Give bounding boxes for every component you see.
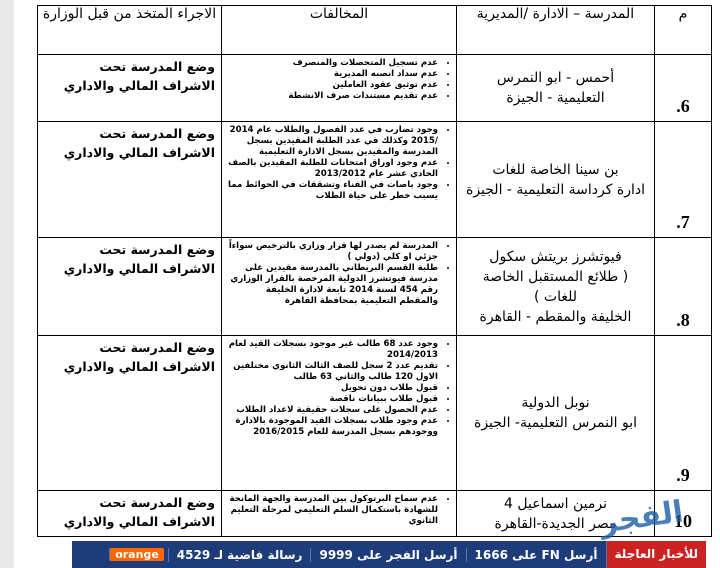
violations-cell: وجود عدد 68 طالب غير موجود بسجلات القيد … [221, 335, 457, 491]
action-cell: وضع المدرسة تحت الاشراف المالي والاداري [37, 54, 222, 122]
table-row: 9. نوبل الدولية ابو النمرس التعليمية- الجي… [37, 335, 712, 491]
violations-table: م المدرسة – الادارة /المديرية المخالفات الا… [37, 5, 712, 537]
ticker-item: أرسل الفجر على 9999 [310, 547, 465, 562]
table-row: 7. بن سينا الخاصة للغات ادارة كرداسة التعل… [37, 121, 712, 238]
school-line: للغات ) [533, 288, 577, 305]
violation: عدم تسجيل المتحصلات والمنصرف [226, 58, 438, 69]
document: م المدرسة – الادارة /المديرية المخالفات الا… [37, 5, 712, 537]
violations-list: المدرسة لم يصدر لها قرار وزاري بالترخيص … [226, 241, 452, 307]
action-cell: وضع المدرسة تحت الاشراف المالي والاداري [37, 237, 222, 336]
school-cell: نوبل الدولية ابو النمرس التعليمية- الجيزة [456, 335, 655, 491]
header-cell: م [654, 5, 712, 55]
violation: عدم سداد انصبه المديرية [226, 69, 438, 80]
violation: طلبة القسم البريطاني بالمدرسة مقيدين على… [226, 263, 438, 307]
violation: قبول طلاب دون تحويل [226, 383, 438, 394]
violation: عدم سماح البرتوكول بين المدرسة والجهة ال… [226, 494, 438, 527]
violations-list: وجود عدد 68 طالب غير موجود بسجلات القيد … [226, 339, 452, 438]
violation: المدرسة لم يصدر لها قرار وزاري بالترخيص … [226, 241, 438, 263]
school-line: نرمين اسماعيل 4 [504, 495, 607, 512]
violation: وجود باصات في الفناء وتشققات في الحوائط … [226, 180, 438, 202]
action-cell: وضع المدرسة تحت الاشراف المالي والاداري [37, 121, 222, 238]
header-cell: المدرسة – الادارة /المديرية [456, 5, 655, 55]
violations-list: عدم تسجيل المتحصلات والمنصرفعدم سداد انص… [226, 58, 452, 102]
violation: وجود تضارب في عدد الفصول والطلاب عام 201… [226, 125, 438, 158]
school-line: مصر الجديدة-القاهرة [494, 515, 617, 532]
school-cell: أحمس - ابو النمرس التعليمية - الجيزة [456, 54, 655, 122]
violations-cell: عدم تسجيل المتحصلات والمنصرفعدم سداد انص… [221, 54, 457, 122]
school-line: التعليمية - الجيزة [506, 90, 605, 106]
ticker-item: رسالة فاضية لـ 4529 [167, 547, 311, 562]
header-row: م المدرسة – الادارة /المديرية المخالفات الا… [37, 5, 712, 55]
violation: وجود عدد 68 طالب غير موجود بسجلات القيد … [226, 339, 438, 361]
ticker-item: أرسل FN على 1666 [465, 547, 606, 562]
violations-list: عدم سماح البرتوكول بين المدرسة والجهة ال… [226, 494, 452, 527]
school-line: ادارة كرداسة التعليمية - الجيزة [465, 181, 645, 198]
violation: تقديم عدد 2 سجل للصف الثالث الثانوي مختل… [226, 361, 438, 383]
school-cell: نرمين اسماعيل 4 مصر الجديدة-القاهرة [456, 490, 655, 537]
violation: عدم توثيق عقود العاملين [226, 80, 438, 91]
school-cell: بن سينا الخاصة للغات ادارة كرداسة التعليم… [456, 121, 655, 238]
action-cell: وضع المدرسة تحت الاشراف المالي والاداري [37, 335, 222, 491]
table-row: 10 نرمين اسماعيل 4 مصر الجديدة-القاهرة عدم … [37, 490, 712, 537]
violation: عدم الحصول على سجلات حقيقية لاعداد الطلا… [226, 405, 438, 416]
violations-cell: المدرسة لم يصدر لها قرار وزاري بالترخيص … [221, 237, 457, 336]
table-row: 8. فيوتشرز بريتش سكول ( طلائع المستقبل الخ… [37, 237, 712, 336]
violation: عدم تقديم مستندات صرف الانشطة [226, 91, 438, 102]
school-line: أحمس - ابو النمرس [496, 70, 615, 86]
row-number: 10 [654, 490, 712, 537]
school-line: الخليفة والمقطم - القاهرة [479, 308, 632, 325]
violations-list: وجود تضارب في عدد الفصول والطلاب عام 201… [226, 125, 452, 202]
violation: قبول طلاب ببيانات ناقصة [226, 394, 438, 405]
news-ticker: للأخبار العاجلة أرسل FN على 1666 أرسل الفج… [72, 541, 706, 568]
brand-logo: orange [109, 548, 164, 561]
school-line: ( طلائع المستقبل الخاصة [482, 268, 629, 285]
table-row: 6. أحمس - ابو النمرس التعليمية - الجيزة عدم… [37, 54, 712, 122]
row-number: 6. [654, 54, 712, 122]
row-number: 9. [654, 335, 712, 491]
school-line: نوبل الدولية [521, 395, 590, 411]
header-cell: الاجراء المتخذ من قبل الوزارة [37, 5, 222, 55]
school-line: ابو النمرس التعليمية- الجيزة [473, 415, 637, 431]
header-cell: المخالفات [221, 5, 457, 55]
violation: عدم وجود اوراق امتحانات للطلبة المقيدين … [226, 158, 438, 180]
row-number: 8. [654, 237, 712, 336]
school-line: بن سينا الخاصة للغات [492, 161, 619, 178]
row-number: 7. [654, 121, 712, 238]
school-line: فيوتشرز بريتش سكول [489, 248, 622, 265]
violations-cell: عدم سماح البرتوكول بين المدرسة والجهة ال… [221, 490, 457, 537]
page-edge [0, 0, 14, 568]
violations-cell: وجود تضارب في عدد الفصول والطلاب عام 201… [221, 121, 457, 238]
violation: عدم وجود طلاب بسجلات القيد الموجودة بالا… [226, 416, 438, 438]
ticker-label: للأخبار العاجلة [605, 541, 706, 568]
action-cell: وضع المدرسة تحت الاشراف المالي والاداري [37, 490, 222, 537]
school-cell: فيوتشرز بريتش سكول ( طلائع المستقبل الخاص… [456, 237, 655, 336]
